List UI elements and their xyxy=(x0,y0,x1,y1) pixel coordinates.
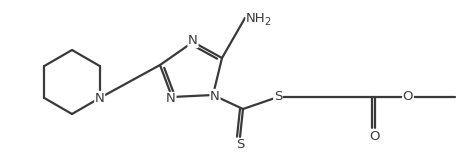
Text: 2: 2 xyxy=(263,17,269,27)
Text: N: N xyxy=(166,92,175,106)
Text: N: N xyxy=(188,34,197,48)
Text: O: O xyxy=(402,89,413,103)
Text: O: O xyxy=(369,130,380,143)
Text: S: S xyxy=(235,139,244,152)
Text: NH: NH xyxy=(245,12,265,24)
Text: N: N xyxy=(94,91,104,104)
Text: N: N xyxy=(210,89,219,103)
Text: S: S xyxy=(273,89,282,103)
